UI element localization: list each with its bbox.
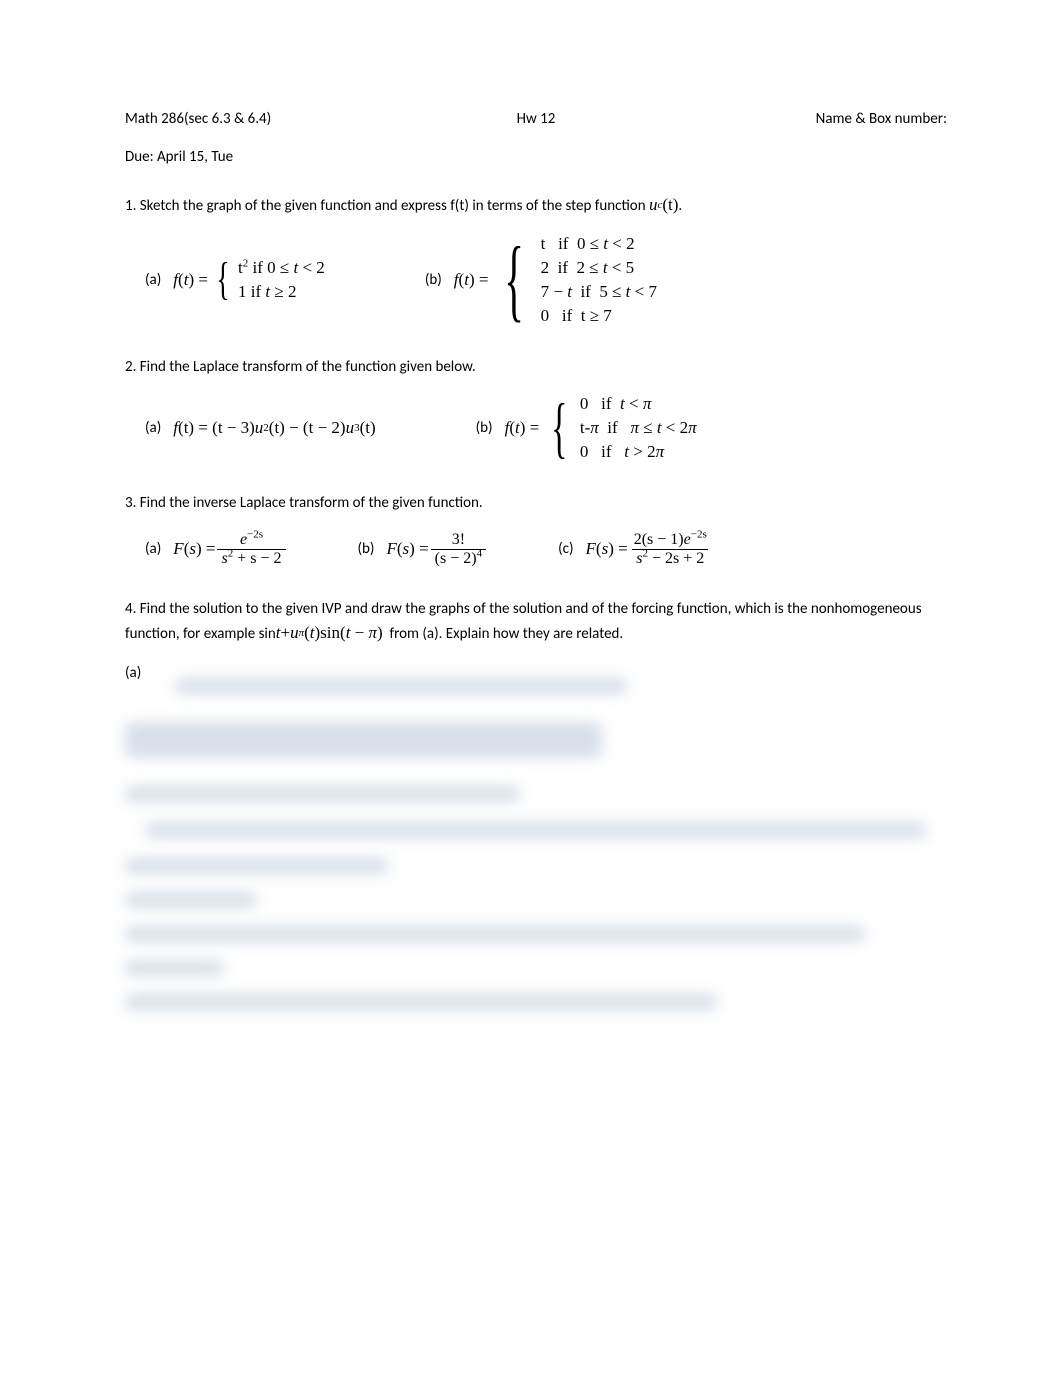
p1a-label: (a)	[145, 271, 161, 289]
blur-line	[175, 678, 627, 694]
p3c-label: (c)	[558, 540, 573, 558]
blur-line	[125, 786, 520, 802]
p1a-line2: 1 if t ≥ 2	[238, 282, 325, 302]
p2a-expr: f(t) = (t − 3)u2(t) − (t − 2)u3(t)	[173, 418, 375, 438]
p1a-piecewise: { t2 if 0 ≤ t < 2 1 if t ≥ 2	[212, 258, 325, 302]
p1b-line3: 7 − t if 5 ≤ t < 7	[541, 282, 657, 302]
course-title: Math 286(sec 6.3 & 6.4)	[125, 110, 399, 128]
p2b-line3: 0 if t > 2π	[580, 442, 697, 462]
document-page: Math 286(sec 6.3 & 6.4) Hw 12 Name & Box…	[0, 0, 1062, 1377]
p1b-lead: f(t) =	[454, 270, 489, 290]
p1a-line1: t2 if 0 ≤ t < 2	[238, 258, 325, 278]
p1-uc: u	[649, 192, 658, 218]
brace-icon: {	[505, 245, 525, 314]
blur-line	[125, 892, 257, 908]
p2b-line2: t-π if π ≤ t < 2π	[580, 418, 697, 438]
p2b-lead: f (t) =	[505, 418, 540, 438]
problem-4-text: 4. Find the solution to the given IVP an…	[125, 598, 947, 646]
p1-prefix: 1. Sketch the graph of the given functio…	[125, 197, 649, 215]
p1-uc-arg: (t)	[662, 192, 678, 218]
blur-line	[125, 960, 224, 976]
problem-1-math: (a) f(t) = { t2 if 0 ≤ t < 2 1 if t ≥ 2 …	[125, 234, 947, 326]
p3c-expr: F(s) = 2(s − 1)e−2s s2 − 2s + 2	[586, 531, 713, 568]
p4-f: (t)sin(t − π)	[304, 620, 383, 646]
p3a-expr: F(s) = e−2s s2 + s − 2	[173, 531, 287, 568]
p1b-line4: 0 if t ≥ 7	[541, 306, 657, 326]
problem-1-text: 1. Sketch the graph of the given functio…	[125, 192, 947, 218]
p1b-label: (b)	[425, 271, 442, 289]
blur-line	[145, 822, 926, 838]
p1a-lead: f(t) =	[173, 270, 208, 290]
blur-line	[125, 994, 717, 1010]
p3b-expr: F(s) = 3! (s − 2)4	[386, 531, 488, 568]
p2b-line1: 0 if t < π	[580, 394, 697, 414]
p3b-label: (b)	[358, 540, 375, 558]
problem-3-text: 3. Find the inverse Laplace transform of…	[125, 492, 947, 515]
brace-icon: {	[216, 261, 229, 298]
p2b-piecewise: { 0 if t < π t-π if π ≤ t < 2π 0 if t > …	[543, 394, 696, 462]
problem-3-math: (a) F(s) = e−2s s2 + s − 2 (b) F(s) = 3!…	[125, 531, 947, 568]
p3a-label: (a)	[145, 540, 161, 558]
p1-suffix: .	[678, 197, 682, 215]
p2a-label: (a)	[145, 419, 161, 437]
p1b-line1: t if 0 ≤ t < 2	[541, 234, 657, 254]
blur-line	[125, 926, 865, 942]
due-date: Due: April 15, Tue	[125, 148, 947, 166]
blurred-content	[125, 678, 947, 1010]
hw-title: Hw 12	[399, 110, 673, 128]
brace-icon: {	[551, 401, 567, 454]
problem-2-text: 2. Find the Laplace transform of the fun…	[125, 356, 947, 379]
p4-d: u	[290, 620, 299, 646]
blur-line	[125, 858, 388, 874]
p1b-line2: 2 if 2 ≤ t < 5	[541, 258, 657, 278]
problem-2-math: (a) f(t) = (t − 3)u2(t) − (t − 2)u3(t) (…	[125, 394, 947, 462]
p1b-piecewise: { t if 0 ≤ t < 2 2 if 2 ≤ t < 5 7 − t if…	[492, 234, 657, 326]
p2b-label: (b)	[476, 419, 493, 437]
header-row: Math 286(sec 6.3 & 6.4) Hw 12 Name & Box…	[125, 110, 947, 128]
p4-c: +	[281, 620, 291, 646]
p4-g: from (a). Explain how they are related.	[383, 625, 623, 643]
blur-line	[125, 722, 602, 758]
name-box-label: Name & Box number:	[673, 110, 947, 128]
